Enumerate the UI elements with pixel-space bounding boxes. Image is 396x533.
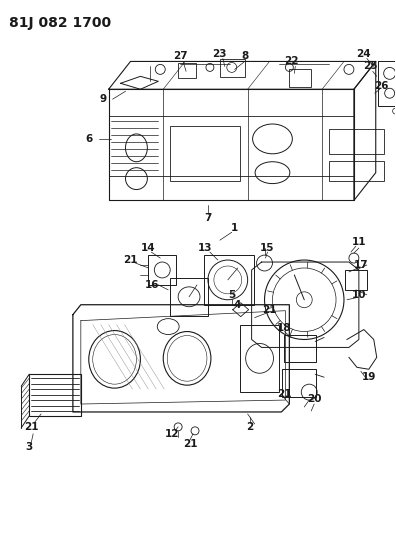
Bar xyxy=(329,129,384,154)
Bar xyxy=(282,369,316,397)
Text: 21: 21 xyxy=(262,305,277,314)
Text: 5: 5 xyxy=(228,290,235,300)
Bar xyxy=(220,60,245,77)
Text: 27: 27 xyxy=(173,52,187,61)
Bar xyxy=(178,63,196,78)
Text: 22: 22 xyxy=(284,56,299,67)
Text: 12: 12 xyxy=(165,429,179,439)
Text: 24: 24 xyxy=(356,49,371,59)
Bar xyxy=(170,278,208,316)
Text: 18: 18 xyxy=(277,322,291,333)
Text: 9: 9 xyxy=(99,94,106,104)
Text: 10: 10 xyxy=(352,290,366,300)
Bar xyxy=(378,61,396,106)
Bar xyxy=(284,335,316,362)
Text: 6: 6 xyxy=(85,134,92,144)
Text: 21: 21 xyxy=(24,422,38,432)
Bar xyxy=(148,255,176,285)
Bar xyxy=(240,325,280,392)
Text: 3: 3 xyxy=(26,442,33,452)
Text: 23: 23 xyxy=(213,49,227,59)
Text: 2: 2 xyxy=(246,422,253,432)
Text: 11: 11 xyxy=(352,237,366,247)
Text: 13: 13 xyxy=(198,243,212,253)
Bar xyxy=(170,126,240,181)
Text: 21: 21 xyxy=(277,389,291,399)
Text: 14: 14 xyxy=(141,243,156,253)
Text: 26: 26 xyxy=(375,81,389,91)
Text: 25: 25 xyxy=(364,61,378,71)
Bar xyxy=(29,374,81,416)
Text: 21: 21 xyxy=(183,439,197,449)
Text: 19: 19 xyxy=(362,372,376,382)
Text: 8: 8 xyxy=(241,52,248,61)
Text: 21: 21 xyxy=(123,255,138,265)
Bar xyxy=(204,255,253,305)
Bar xyxy=(329,161,384,181)
Text: 16: 16 xyxy=(145,280,160,290)
Text: 4: 4 xyxy=(233,300,240,310)
Text: 81J 082 1700: 81J 082 1700 xyxy=(10,16,111,30)
Text: 15: 15 xyxy=(260,243,275,253)
Bar xyxy=(345,270,367,290)
Text: 7: 7 xyxy=(204,213,211,223)
Text: 1: 1 xyxy=(231,223,238,233)
Text: 20: 20 xyxy=(307,394,322,404)
Text: 17: 17 xyxy=(354,260,368,270)
Bar xyxy=(289,69,311,87)
